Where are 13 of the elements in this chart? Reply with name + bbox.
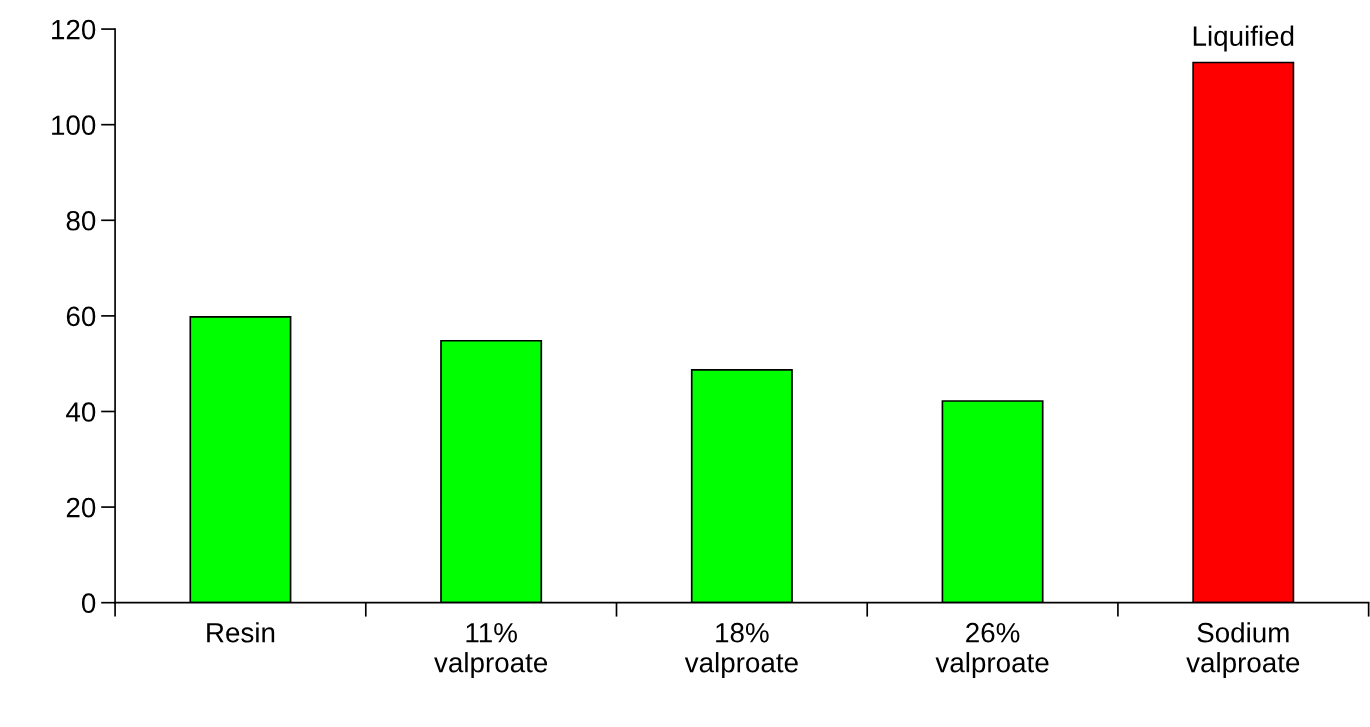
y-tick-label: 20 bbox=[66, 497, 96, 518]
x-tick-label: 18% valproate bbox=[684, 622, 798, 678]
y-tick-label: 100 bbox=[52, 115, 96, 136]
y-tick-label: 80 bbox=[66, 210, 96, 231]
x-tick-label: 26% valproate bbox=[935, 622, 1049, 678]
y-tick-label: 0 bbox=[81, 593, 96, 614]
annotation: Liquified bbox=[1193, 25, 1294, 52]
y-tick-label: 120 bbox=[52, 19, 96, 40]
x-tick-label: 11% valproate bbox=[434, 622, 548, 678]
y-tick-label: 60 bbox=[66, 306, 96, 327]
x-tick-label: Sodium valproate bbox=[1186, 622, 1300, 678]
y-tick-label: 40 bbox=[66, 402, 96, 422]
x-tick-label: Resin bbox=[207, 622, 275, 643]
